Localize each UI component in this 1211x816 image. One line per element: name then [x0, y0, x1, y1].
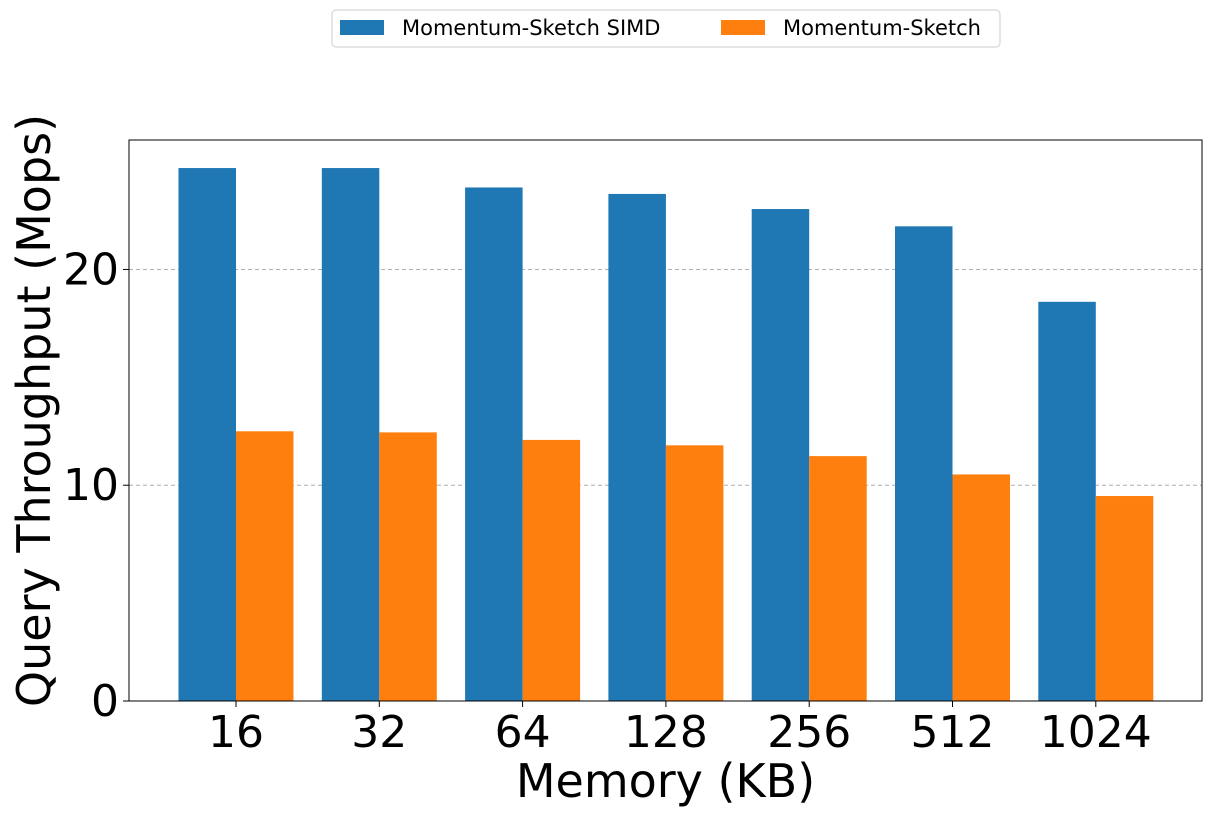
bar-simd-1024 [1038, 301, 1096, 701]
bar-momentum-128 [665, 445, 724, 701]
bar-momentum-512 [952, 474, 1010, 701]
legend-label-momentum: Momentum-Sketch [783, 16, 981, 40]
bar-momentum-64 [522, 439, 581, 701]
x-tick-label-32: 32 [351, 707, 407, 758]
bar-momentum-16 [236, 431, 294, 701]
axis-ticks: 0 10 20 16 32 64 128 256 512 1024 [63, 244, 1152, 758]
bar-momentum-256 [809, 456, 867, 701]
y-tick-label-10: 10 [63, 460, 119, 511]
x-tick-label-1024: 1024 [1040, 707, 1152, 758]
bar-momentum-32 [379, 432, 437, 701]
x-tick-label-512: 512 [911, 707, 995, 758]
bar-simd-64 [465, 187, 523, 701]
grid-lines [129, 268, 1202, 486]
bar-simd-256 [751, 209, 810, 702]
bar-momentum-1024 [1095, 496, 1154, 701]
legend-frame [331, 9, 1001, 48]
legend-swatch-momentum [721, 20, 765, 35]
y-tick-label-0: 0 [91, 676, 119, 727]
x-axis-label: Memory (KB) [516, 754, 815, 808]
bar-simd-32 [321, 168, 380, 702]
bar-simd-128 [608, 193, 666, 701]
x-tick-label-128: 128 [624, 707, 708, 758]
legend-label-simd: Momentum-Sketch SIMD [402, 16, 660, 40]
bar-simd-16 [178, 168, 236, 702]
bar-simd-512 [895, 226, 953, 702]
y-tick-label-20: 20 [63, 244, 119, 295]
y-axis-label: Query Throughput (Mops) [7, 114, 61, 707]
x-tick-label-256: 256 [767, 707, 851, 758]
legend-swatch-simd [340, 20, 384, 35]
legend: Momentum-Sketch SIMD Momentum-Sketch [331, 9, 1001, 48]
x-tick-label-16: 16 [208, 707, 264, 758]
bars [178, 168, 1154, 702]
x-tick-label-64: 64 [495, 707, 551, 758]
